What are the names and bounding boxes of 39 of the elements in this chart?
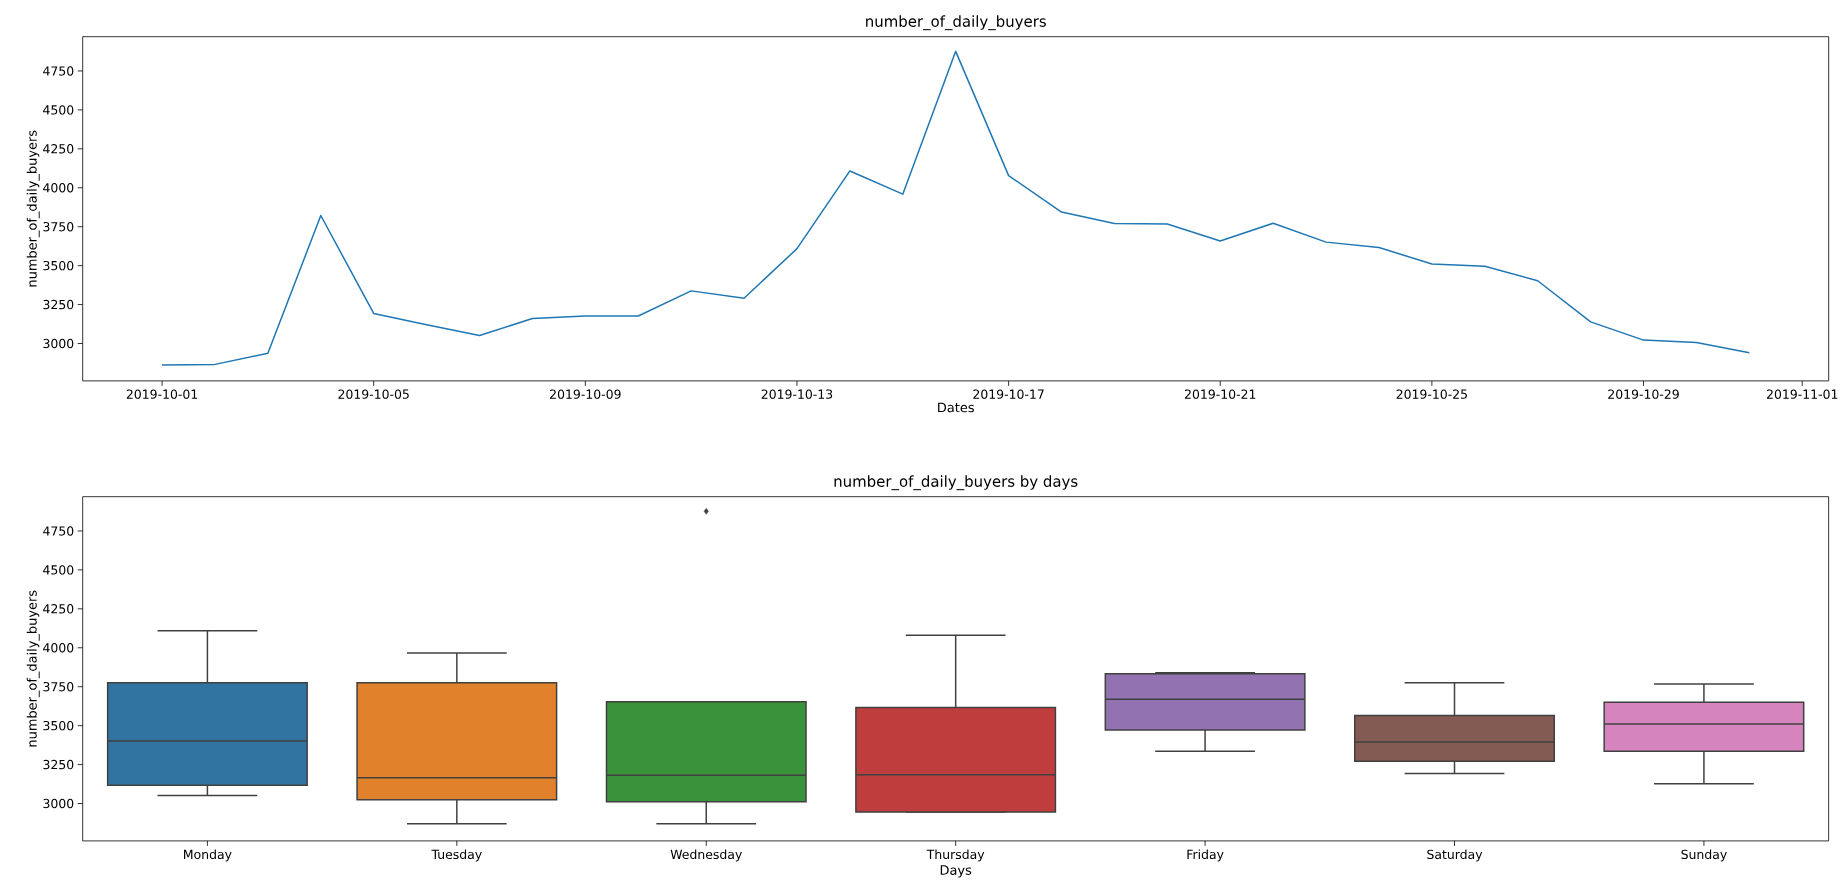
x-axis-title: Days	[940, 865, 972, 878]
x-axis-title: Dates	[938, 402, 974, 413]
x-tick-label: 2019-10-01	[126, 389, 198, 399]
x-tick-label: Thursday	[926, 849, 985, 862]
x-tick-label: Sunday	[1681, 849, 1727, 862]
x-tick-label: Tuesday	[431, 849, 482, 862]
y-tick-label: 4000	[43, 643, 74, 653]
line-series	[161, 50, 1751, 366]
x-tick-label: 2019-10-29	[1608, 389, 1679, 399]
y-tick-label: 3750	[43, 681, 74, 692]
y-tick-label: 3500	[43, 260, 74, 271]
y-tick-label: 3500	[43, 720, 74, 731]
y-tick-label: 3000	[43, 798, 74, 809]
x-tick-label: 2019-10-05	[338, 389, 409, 399]
y-tick-label: 3750	[43, 221, 74, 232]
y-tick-label: 4500	[43, 105, 74, 115]
y-axis-title: number_of_daily_buyers	[26, 590, 40, 747]
y-tick-label: 4250	[43, 604, 74, 614]
y-tick-label: 4750	[43, 526, 74, 536]
x-tick-label: 2019-10-21	[1184, 389, 1256, 399]
x-tick-label: 2019-10-13	[761, 389, 833, 399]
x-tick-label: 2019-10-25	[1396, 389, 1467, 399]
x-tick-label: 2019-11-01	[1766, 389, 1838, 399]
y-tick-label: 3250	[43, 759, 74, 770]
x-tick-label: 2019-10-09	[550, 389, 621, 399]
y-tick-label: 4500	[43, 565, 74, 575]
x-tick-label: 2019-10-17	[973, 389, 1044, 399]
x-tick-label: Friday	[1187, 849, 1224, 862]
y-tick-label: 3250	[43, 299, 74, 310]
chart-title: number_of_daily_buyers by days	[834, 475, 1078, 491]
chart-title: number_of_daily_buyers	[866, 15, 1046, 31]
y-tick-label: 4750	[43, 66, 74, 76]
x-tick-label: Monday	[184, 849, 232, 862]
y-axis-title: number_of_daily_buyers	[26, 130, 40, 287]
x-tick-label: Saturday	[1427, 849, 1483, 862]
x-tick-label: Wednesday	[670, 849, 742, 862]
y-tick-label: 4000	[43, 183, 74, 193]
y-tick-label: 4250	[43, 144, 74, 154]
y-tick-label: 3000	[43, 338, 74, 349]
